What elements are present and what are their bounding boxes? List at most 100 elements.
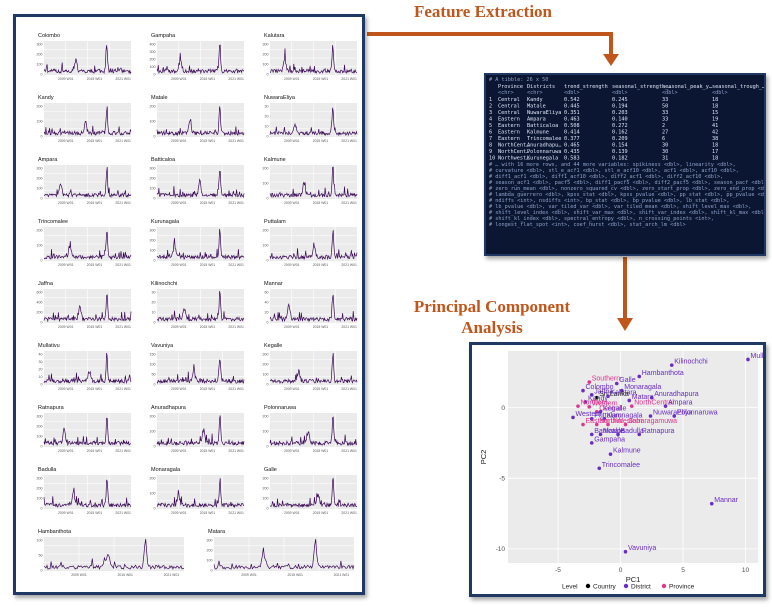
series-panel: Anuradhapura 200 100 0 2009 W01 2015 W01 2021 … xyxy=(150,405,245,453)
panel-title: Puttalam xyxy=(264,219,286,225)
point-district xyxy=(637,374,642,379)
y-tick-label: 30 xyxy=(265,105,269,109)
table-cell: 19 xyxy=(712,117,718,123)
panel-title: Ampara xyxy=(38,157,58,163)
y-tick-label: 100 xyxy=(263,182,269,186)
table-cell: Kalmune xyxy=(527,130,549,136)
table-cell: Central xyxy=(498,110,520,116)
point-label: Central xyxy=(599,405,622,412)
y-tick-label: 200 xyxy=(263,363,269,367)
point-label: Trincomalee xyxy=(602,462,640,469)
table-cell: 0.194 xyxy=(612,104,628,110)
point-label: Kandy xyxy=(588,395,608,402)
y-tick-label: 200 xyxy=(207,549,213,553)
column-type: <chr> xyxy=(498,90,514,96)
x-tick-label: 2009 W01 xyxy=(284,325,300,329)
point-label: Kegalle xyxy=(603,405,626,412)
y-tick-label: 10 xyxy=(152,311,156,315)
table-cell: 2 xyxy=(489,104,492,110)
y-tick-label: 30 xyxy=(39,360,43,364)
series-line xyxy=(269,478,358,509)
x-tick-label: 2021 W01 xyxy=(115,511,131,515)
table-cell: 0.463 xyxy=(564,117,580,123)
heading-feature-extraction: Feature Extraction xyxy=(413,2,552,21)
y-tick-label: 20 xyxy=(39,368,43,372)
y-tick-label: 100 xyxy=(150,363,156,367)
x-tick-label: 0 xyxy=(619,567,623,574)
y-tick-label: 0 xyxy=(154,507,156,511)
point-label: Puttalam xyxy=(594,412,622,419)
y-tick-label: 200 xyxy=(150,239,156,243)
table-cell: 0.377 xyxy=(564,136,580,142)
y-tick-label: 200 xyxy=(37,425,43,429)
heading-pca-line1: Principal Component xyxy=(413,297,571,316)
x-tick-label: 2021 W01 xyxy=(115,77,131,81)
console-footer-line: # diff1_acf1 <dbl>, diff1_acf10 <dbl>, d… xyxy=(489,174,723,180)
table-cell: 0.182 xyxy=(612,156,628,162)
x-tick-label: 2015 W01 xyxy=(200,387,216,391)
y-tick-label: 150 xyxy=(150,353,156,357)
table-cell: 15 xyxy=(712,110,718,116)
y-tick-label: 0 xyxy=(154,383,156,387)
table-cell: Northwest… xyxy=(498,156,529,162)
point-label: Southern xyxy=(592,376,621,383)
table-cell: Central xyxy=(498,104,520,110)
console-footer-line: # curvature <dbl>, stl_e_acf1 <dbl>, stl… xyxy=(489,168,739,174)
y-tick-label: 100 xyxy=(37,244,43,248)
table-cell: 18 xyxy=(712,104,718,110)
series-line xyxy=(43,352,132,385)
point-label: Sabaragamuwa xyxy=(628,418,677,425)
point-label: Mannar xyxy=(714,497,738,504)
point-district xyxy=(597,466,602,471)
y-tick-label: 0 xyxy=(267,383,269,387)
y-tick-label: 100 xyxy=(37,497,43,501)
y-tick-label: 300 xyxy=(37,415,43,419)
y-tick-label: 0 xyxy=(501,405,505,412)
table-cell: 0.351 xyxy=(564,110,580,116)
feature-table-console: # A tibble: 26 x 50 Province Districts tren… xyxy=(484,73,766,256)
table-cell: NuwaraEliya xyxy=(527,110,561,116)
x-tick-label: 2021 W01 xyxy=(228,325,244,329)
point-label: Anuradhapura xyxy=(654,391,698,398)
y-tick-label: 0 xyxy=(154,321,156,325)
x-tick-label: 2015 W01 xyxy=(87,387,103,391)
column-header: seasonal_strength_… xyxy=(612,84,671,90)
point-province xyxy=(623,422,628,427)
y-tick-label: 100 xyxy=(37,63,43,67)
table-cell: 0.245 xyxy=(612,97,628,103)
panel-title: Hambanthota xyxy=(38,529,72,535)
y-tick-label: 200 xyxy=(37,311,43,315)
y-tick-label: 0 xyxy=(267,259,269,263)
point-district xyxy=(602,417,607,421)
table-cell: Kurunegala xyxy=(527,156,558,162)
point-label: Matale xyxy=(603,428,624,435)
series-panel: Galle 300 200 100 0 2009 W01 2015 W01 2021 W01 xyxy=(263,467,358,515)
point-district xyxy=(709,501,714,506)
table-cell: 4 xyxy=(489,117,492,123)
y-tick-label: 0 xyxy=(154,445,156,449)
x-tick-label: 2021 W01 xyxy=(115,263,131,267)
point-label: Eastern xyxy=(586,418,610,425)
y-tick-label: 100 xyxy=(150,430,156,434)
x-tick-label: 2015 W01 xyxy=(200,511,216,515)
y-tick-label: 0 xyxy=(41,507,43,511)
table-cell: Eastern xyxy=(498,123,520,129)
point-label: Kalmune xyxy=(613,448,641,455)
console-footer-line: # zero_run_mean <dbl>, nonzero_squared_c… xyxy=(489,186,764,192)
panel-title: Trincomalee xyxy=(38,219,68,225)
point-label: Jaffna xyxy=(594,388,613,395)
x-tick-label: 2015 W01 xyxy=(87,139,103,143)
table-cell: 0.414 xyxy=(564,130,580,136)
point-label: Kalutara xyxy=(611,390,637,397)
x-tick-label: 2015 W01 xyxy=(313,449,329,453)
x-tick-label: 2015 W01 xyxy=(87,325,103,329)
series-line xyxy=(43,538,185,570)
y-tick-label: 10 xyxy=(265,125,269,129)
y-tick-label: 300 xyxy=(37,43,43,47)
x-tick-label: 2009 W01 xyxy=(171,201,187,205)
y-tick-label: 100 xyxy=(263,373,269,377)
panel-title: NuwaraEliya xyxy=(264,95,296,101)
table-cell: 18 xyxy=(712,156,718,162)
point-district xyxy=(637,432,642,437)
y-tick-label: 0 xyxy=(267,197,269,201)
